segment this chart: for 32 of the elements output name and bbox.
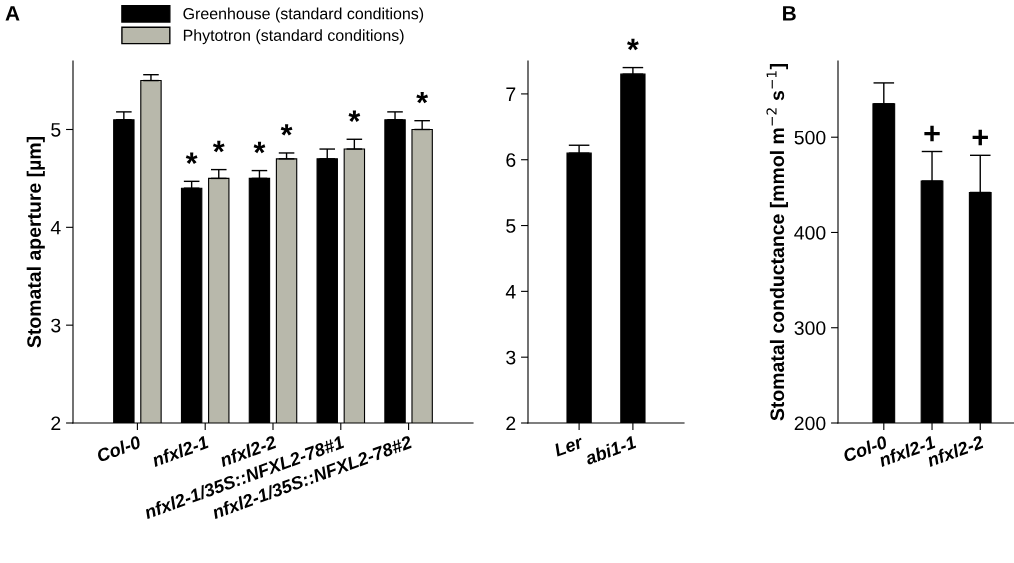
y-tick-label: 400 [794,225,826,240]
legend-label: Phytotron (standard conditions) [183,29,404,45]
y-tick-label: 200 [794,416,826,431]
data-label: + [924,125,940,142]
chart-title: B [783,6,796,21]
data-label: * [185,152,198,164]
y-tick-label: 5 [51,123,61,137]
y-tick-label: 3 [51,318,61,333]
y-tick-label: 300 [794,321,826,335]
x-tick-label: Col-0 [95,434,142,463]
data-label: * [348,110,361,122]
y-tick-label: 2 [51,416,61,431]
y-tick-label: 4 [50,220,61,235]
y-tick-label: 7 [506,87,516,101]
y-tick-label: 4 [505,285,516,299]
y-tick-label: 3 [506,350,516,365]
data-label: + [972,129,988,146]
y-tick-label: 5 [506,219,516,233]
chart-title: A [5,6,20,21]
y-tick-label: 500 [794,130,826,145]
y-tick-label: 6 [506,153,516,167]
y-tick-label: 2 [506,416,516,431]
data-label: * [253,141,266,154]
x-tick-label: Ler [553,435,585,457]
legend-label: Greenhouse (standard conditions) [183,7,424,23]
data-label: * [416,91,429,104]
y-axis-title: Stomatal aperture [µm] [26,137,45,348]
data-label: * [280,124,293,136]
x-tick-label: abi1-1 [583,435,637,466]
y-axis-title: Stomatal conductance [mmol m$^{−2}$ s$^{−1}$] [766,64,788,421]
data-label: * [212,140,225,153]
data-label: * [627,38,639,51]
